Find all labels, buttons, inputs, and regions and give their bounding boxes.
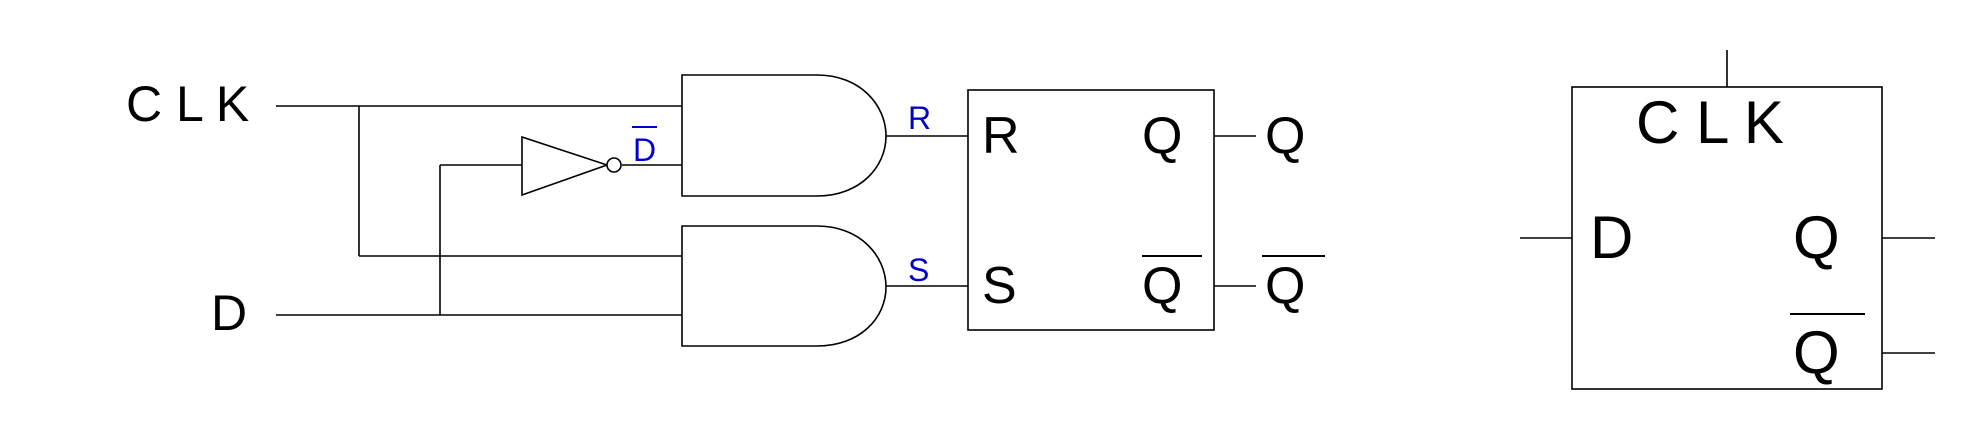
- d-bar-label: D: [633, 132, 656, 168]
- r-signal-label: R: [908, 100, 931, 136]
- s-signal-label: S: [908, 252, 929, 288]
- qbar-output-label: Q: [1265, 257, 1305, 315]
- rs-latch-box: [967, 89, 1215, 331]
- d-input-label: D: [211, 285, 247, 341]
- and-gate-r: [681, 74, 887, 197]
- symbol-qbar-label: Q: [1793, 319, 1840, 386]
- inverter-bubble: [606, 157, 622, 173]
- latch-s-label: S: [982, 257, 1017, 315]
- q-output-label: Q: [1265, 107, 1305, 165]
- d-flip-flop-symbol: C L K D Q Q: [1520, 50, 1935, 390]
- latch-qbar-label: Q: [1142, 257, 1182, 315]
- symbol-q-label: Q: [1793, 204, 1840, 271]
- clk-input-label: C L K: [126, 76, 249, 132]
- inverter-triangle: [521, 135, 610, 197]
- symbol-d-label: D: [1590, 204, 1633, 271]
- latch-r-label: R: [982, 107, 1020, 165]
- and-gate-s: [681, 225, 887, 347]
- inverter-gate: [521, 135, 622, 197]
- latch-q-label: Q: [1142, 107, 1182, 165]
- wires: [276, 105, 1256, 316]
- symbol-clk-label: C L K: [1636, 89, 1784, 156]
